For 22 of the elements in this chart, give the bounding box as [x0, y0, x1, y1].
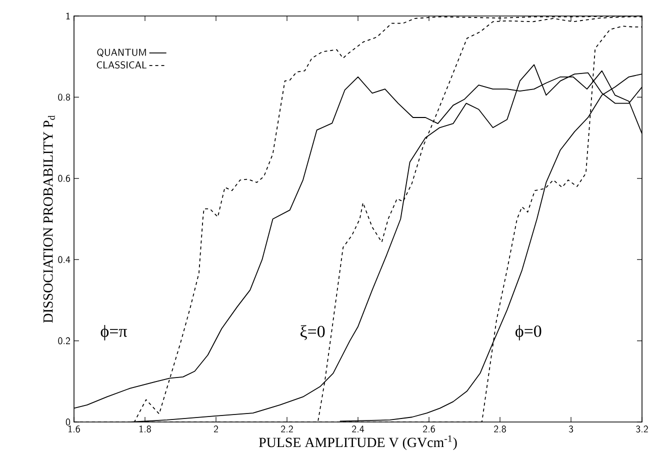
x-tick-label: 2.6: [423, 426, 435, 432]
x-tick-label: 2.4: [352, 426, 364, 432]
annotation: ϕ=0: [516, 325, 542, 340]
y-axis-title: DISSOCIATION PROBABILITY P$_{d}$: [43, 115, 55, 323]
x-tick-label: 2.8: [494, 426, 506, 432]
legend-label: QUANTUM: [97, 48, 146, 57]
y-tick-label: 1: [66, 12, 70, 20]
x-tick-label: 3.2: [636, 426, 648, 432]
x-axis-title: PULSE AMPLITUDE V (GVcm$^{-1}$): [258, 435, 457, 450]
x-tick-label: 2: [214, 426, 218, 432]
x-tick-label: 1.6: [68, 426, 80, 432]
y-tick-label: 0.4: [58, 256, 70, 264]
annotation: ϕ=π: [100, 325, 128, 340]
legend-label: CLASSICAL: [96, 61, 146, 69]
y-tick-label: 0.6: [58, 174, 70, 182]
annotation: ξ=0: [300, 325, 325, 340]
y-tick-label: 0: [66, 418, 70, 426]
y-tick-label: 0.8: [58, 94, 70, 101]
y-tick-label: 0.2: [58, 337, 70, 344]
x-tick-label: 3: [568, 426, 574, 432]
x-tick-label: 1.8: [140, 426, 151, 432]
x-tick-label: 2.2: [281, 426, 293, 432]
